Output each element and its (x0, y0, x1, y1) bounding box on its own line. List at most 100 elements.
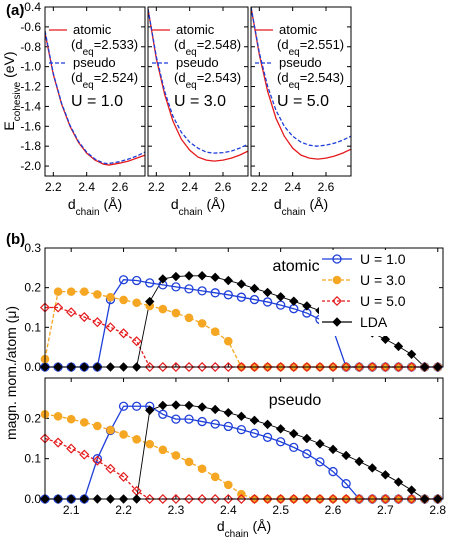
data-point (145, 296, 155, 307)
legend-label: atomic (73, 22, 112, 37)
data-point (197, 416, 207, 427)
data-point (210, 327, 220, 336)
x-tick-label: 2.6 (215, 180, 232, 194)
data-point (249, 283, 260, 294)
data-point (380, 334, 391, 344)
data-point (132, 435, 141, 444)
data-point (406, 349, 417, 360)
data-point (131, 401, 142, 411)
data-point (223, 361, 234, 373)
data-point (367, 361, 378, 373)
data-point (406, 361, 417, 373)
data-point (236, 493, 247, 505)
energy-panel-frame (44, 6, 146, 177)
x-tick-label: 2.7 (377, 503, 394, 517)
data-point (184, 313, 194, 323)
data-point (223, 493, 234, 505)
data-point (393, 361, 404, 373)
data-point (223, 421, 233, 432)
y-tick-label: -2.0 (20, 159, 41, 173)
data-point (288, 361, 299, 373)
data-point (171, 451, 181, 460)
legend-label: atomic (279, 22, 318, 37)
data-point (92, 454, 103, 464)
data-point (289, 428, 299, 439)
data-point (380, 470, 391, 480)
data-point (118, 275, 129, 285)
data-point (92, 317, 103, 328)
data-point (315, 439, 325, 449)
legend-sub: (deq=2.548) (174, 37, 241, 58)
data-point (197, 464, 207, 474)
data-point (223, 480, 233, 490)
legend-sub: (deq=2.524) (71, 70, 138, 91)
data-point (197, 402, 207, 412)
y-tick-label: -1.2 (20, 80, 41, 94)
data-point (249, 415, 260, 426)
data-point (197, 319, 207, 328)
data-point (341, 450, 351, 461)
x-axis-label: dchain (Å) (68, 196, 122, 218)
legend-marker (332, 317, 342, 327)
legend-marker (331, 295, 343, 307)
data-point (249, 294, 260, 305)
data-point (93, 290, 102, 299)
data-point (380, 361, 391, 373)
moment-panel-2: 2.1 2.2 2.3 2.4 2.5 2.6 2.7 2.8 0.0 0.1 0.2 pseudo (24, 378, 446, 517)
data-point (131, 275, 142, 286)
legend-label: pseudo (73, 55, 116, 70)
data-point (118, 328, 129, 339)
data-point (262, 361, 273, 373)
data-point (341, 361, 352, 373)
x-axis-label: dchain (Å) (274, 196, 328, 218)
series-line-u30 (44, 413, 438, 500)
data-point (262, 432, 273, 442)
data-point (132, 298, 141, 308)
data-point (106, 425, 115, 435)
data-point (210, 361, 221, 373)
data-point (197, 271, 207, 281)
data-point (328, 444, 338, 455)
data-point (145, 278, 155, 288)
x-tick-label: 2.4 (78, 180, 95, 194)
x-tick-label: 2.2 (251, 180, 268, 194)
y-tick-label: -0.8 (20, 40, 41, 54)
data-point (53, 437, 64, 448)
series-line-pseudo (251, 7, 351, 147)
panel-u-title: U = 1.0 (71, 93, 123, 110)
data-point (53, 287, 63, 296)
data-point (262, 287, 273, 298)
data-point (79, 287, 89, 296)
y-tick-label: 0.1 (24, 320, 41, 334)
data-point (119, 295, 128, 305)
data-point (183, 493, 195, 505)
data-point (328, 466, 338, 477)
x-tick-label: 2.4 (284, 180, 301, 194)
data-point (131, 336, 142, 347)
data-point (184, 271, 194, 281)
energy-panel-2: 2.2 2.4 2.6 atomic(deq=2.548)pseudo(deq=2.5… (148, 6, 248, 218)
data-point (157, 493, 168, 505)
panel-u-title: U = 5.0 (277, 93, 329, 110)
data-point (275, 292, 286, 302)
series-line-u50 (44, 437, 438, 500)
data-point (171, 400, 181, 410)
data-point (92, 455, 103, 466)
data-point (53, 302, 64, 313)
data-point (393, 477, 404, 487)
energy-panel-frame (147, 6, 249, 177)
panel-title-atomic: atomic (272, 258, 319, 275)
data-point (406, 493, 417, 505)
data-point (393, 341, 404, 352)
data-point (262, 297, 273, 307)
plots-container: 2.2 2.4 2.6 -0.4 -0.6 -0.8 -1.0 -1.2 -1.4 -1.6 -1.… (1, 0, 446, 540)
y-tick-label: 0.2 (24, 411, 41, 425)
data-point (275, 424, 286, 434)
data-point (144, 493, 155, 505)
legend-marker (332, 275, 342, 285)
y-tick-label: 0.3 (24, 241, 41, 255)
y-axis-label-moment: magn. mom./atom (μ) (3, 306, 19, 440)
data-point (79, 418, 89, 427)
data-point (236, 411, 247, 422)
